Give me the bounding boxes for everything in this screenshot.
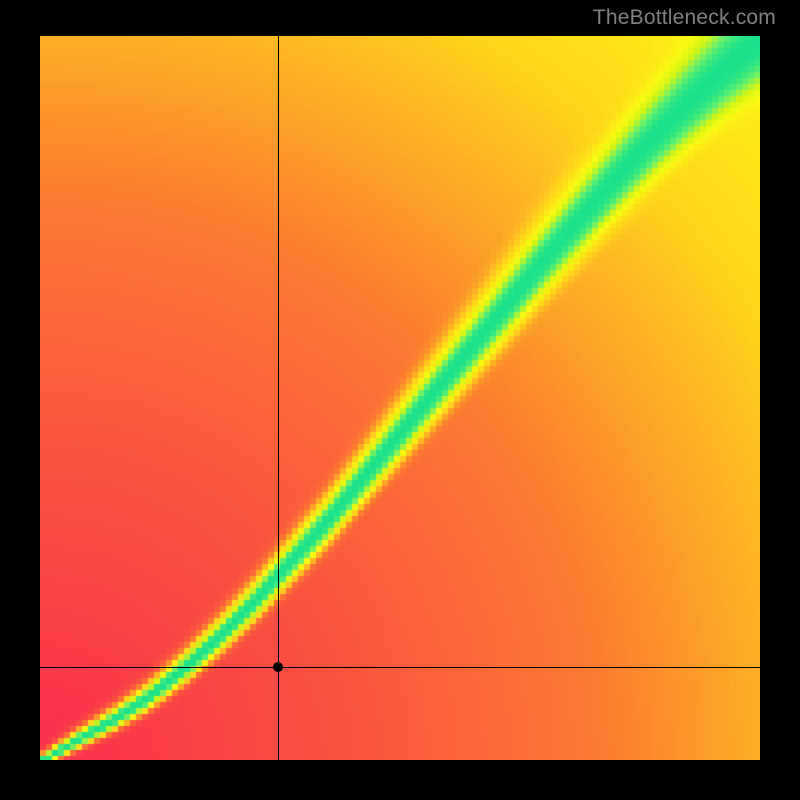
heatmap-plot [40,36,760,760]
watermark-text: TheBottleneck.com [593,6,776,30]
heatmap-canvas [40,36,760,760]
